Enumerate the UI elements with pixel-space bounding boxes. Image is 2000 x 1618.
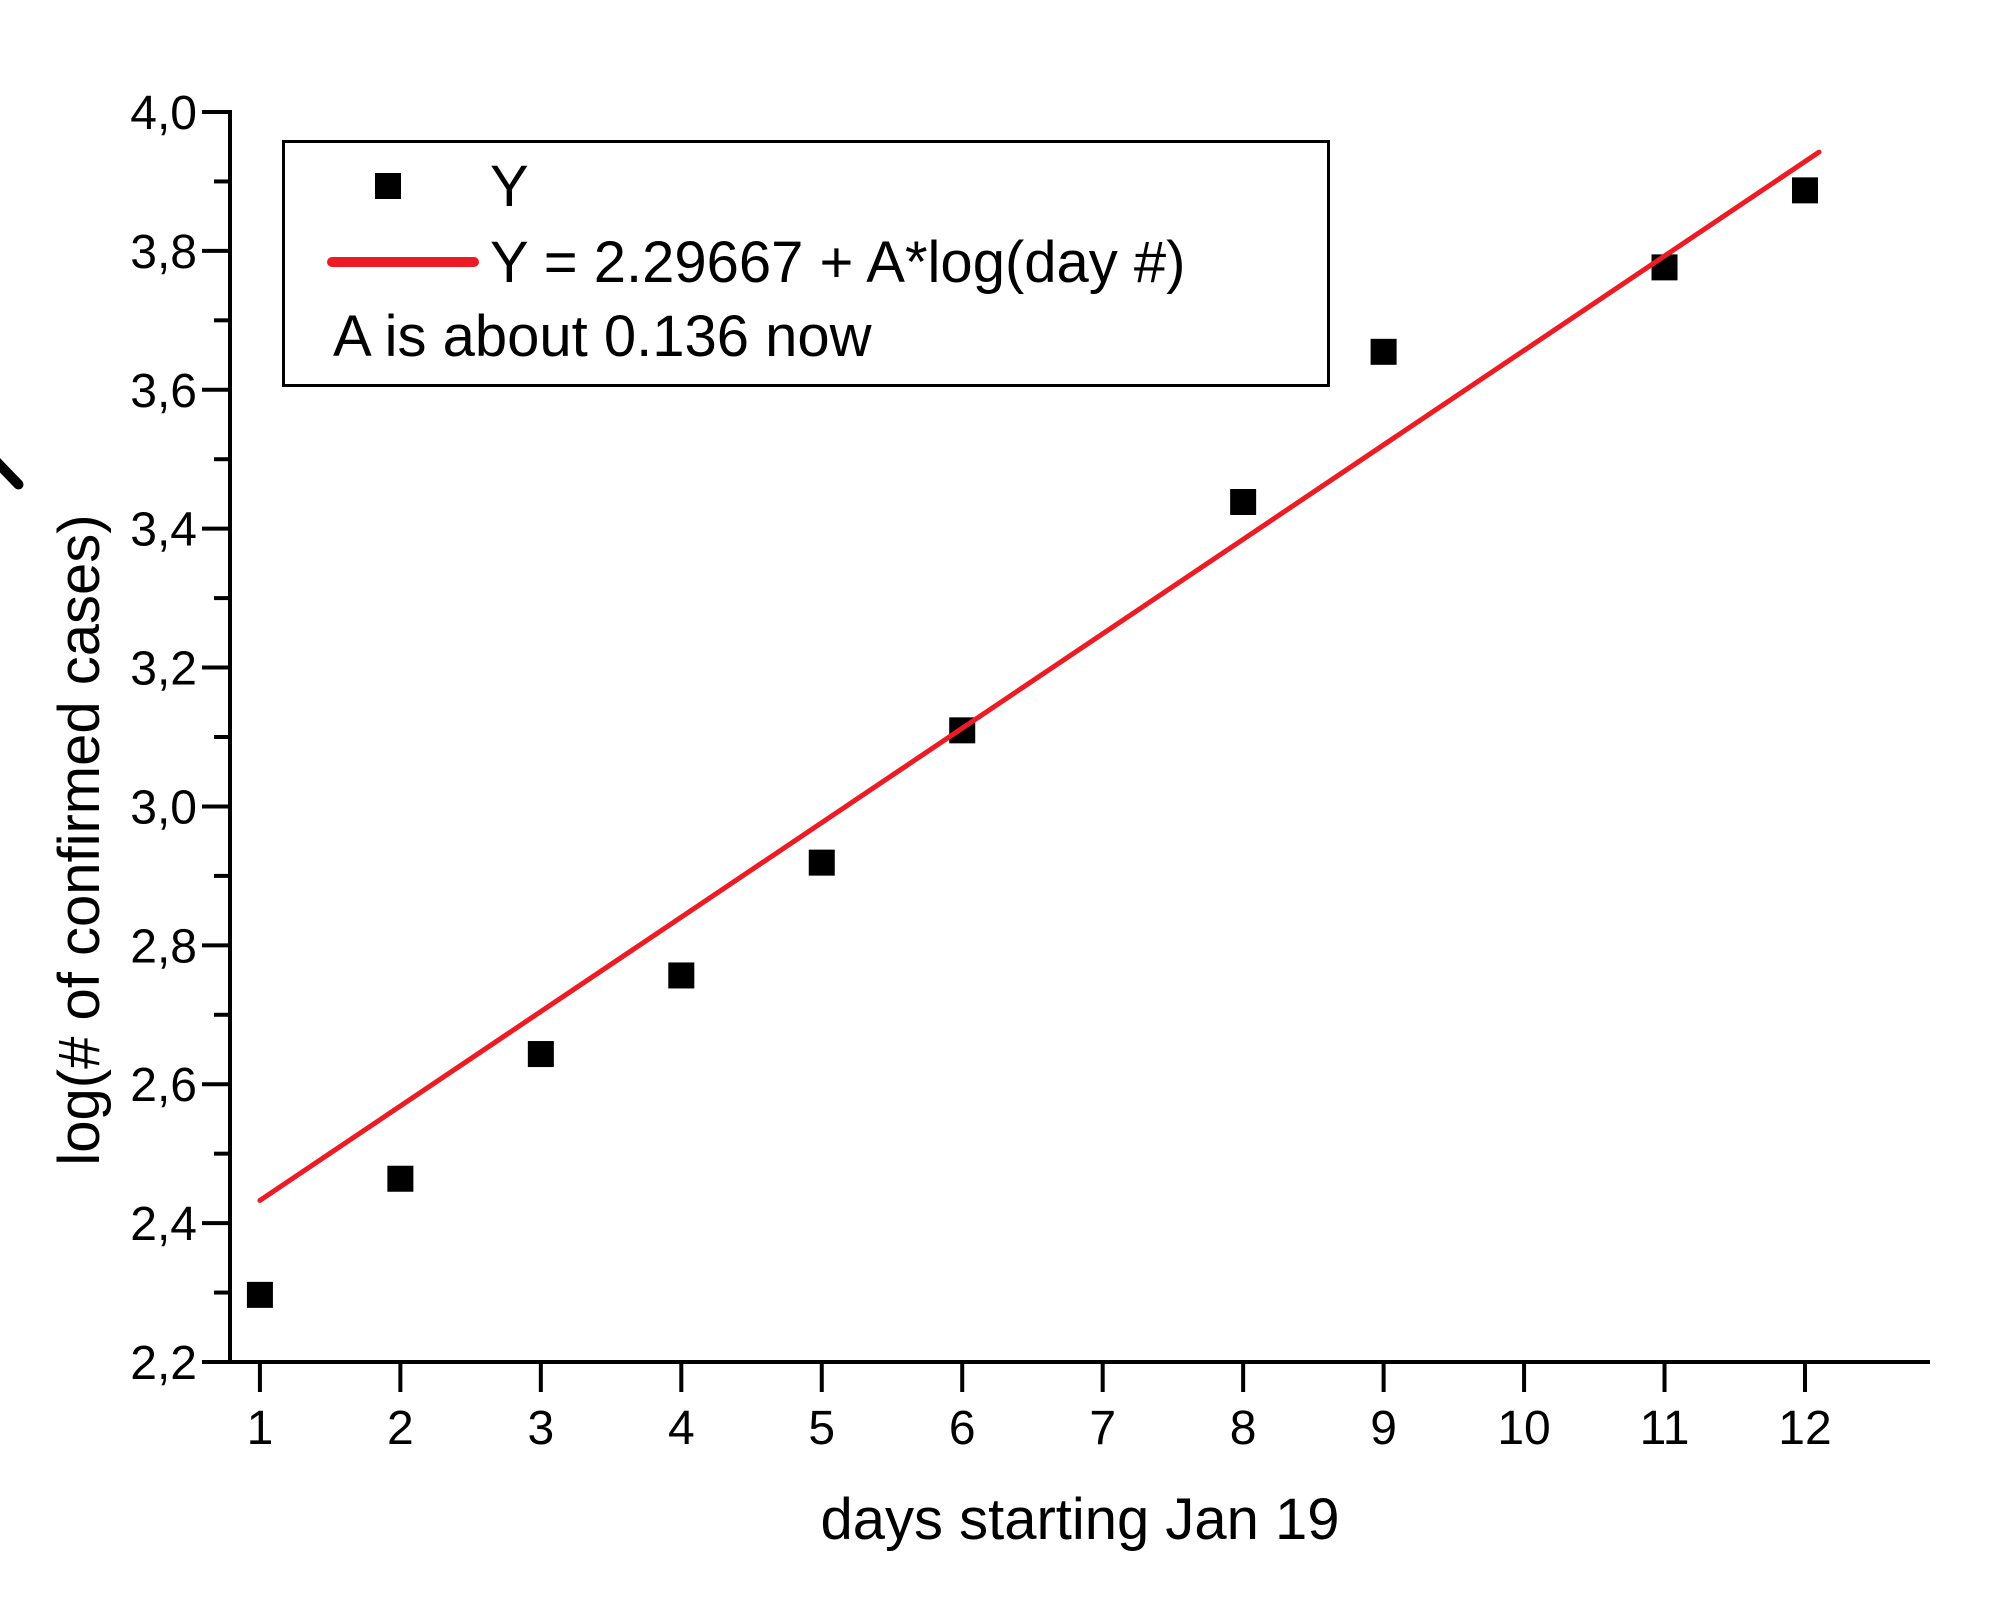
legend-box: Y Y = 2.29667 + A*log(day #) A is about … xyxy=(282,140,1330,387)
legend-label-scatter: Y xyxy=(490,153,529,219)
x-tick-label: 7 xyxy=(1089,1402,1116,1455)
y-tick-label: 3,2 xyxy=(130,643,197,696)
data-point-day-2 xyxy=(387,1165,414,1192)
data-point-day-8 xyxy=(1230,489,1257,516)
x-tick-label: 10 xyxy=(1497,1402,1550,1455)
y-tick-label: 2,6 xyxy=(130,1059,197,1112)
x-tick-label: 2 xyxy=(387,1402,414,1455)
data-point-day-5 xyxy=(808,849,835,876)
y-tick-label: 3,4 xyxy=(130,504,197,557)
legend-entry-fit-line: Y = 2.29667 + A*log(day #) xyxy=(285,230,1327,295)
x-axis-title: days starting Jan 19 xyxy=(820,1487,1340,1552)
y-tick-label: 3,0 xyxy=(130,781,197,834)
x-tick-label: 12 xyxy=(1778,1402,1831,1455)
x-tick-label: 5 xyxy=(808,1402,835,1455)
fit-line xyxy=(257,149,1822,1203)
x-tick-label: 11 xyxy=(1640,1402,1690,1455)
data-point-day-9 xyxy=(1370,338,1397,365)
y-tick-label: 2,2 xyxy=(130,1337,197,1390)
x-tick-label: 6 xyxy=(949,1402,976,1455)
y-tick-label: 2,8 xyxy=(130,920,197,973)
data-point-day-4 xyxy=(668,962,695,989)
x-tick-label: 3 xyxy=(527,1402,554,1455)
x-tick-label: 1 xyxy=(247,1402,274,1455)
x-tick-label: 4 xyxy=(668,1402,695,1455)
y-tick-label: 2,4 xyxy=(130,1198,197,1251)
y-tick-label: 3,8 xyxy=(130,226,197,279)
legend-note-text: A is about 0.136 now xyxy=(333,303,872,369)
data-point-day-12 xyxy=(1791,177,1818,204)
data-point-day-1 xyxy=(246,1281,273,1308)
x-tick-label: 8 xyxy=(1230,1402,1257,1455)
x-tick-label: 9 xyxy=(1370,1402,1397,1455)
legend-entry-note: A is about 0.136 now xyxy=(285,304,1327,369)
data-point-day-3 xyxy=(527,1041,554,1068)
legend-line-swatch xyxy=(327,257,479,267)
y-tick-label: 4,0 xyxy=(130,87,197,140)
y-axis-title: log(# of confirmed cases) xyxy=(47,514,112,1166)
legend-square-marker xyxy=(375,173,401,199)
y-tick-label: 3,6 xyxy=(130,365,197,418)
legend-label-fit-line: Y = 2.29667 + A*log(day #) xyxy=(490,229,1186,295)
legend-entry-scatter: Y xyxy=(285,154,1327,219)
